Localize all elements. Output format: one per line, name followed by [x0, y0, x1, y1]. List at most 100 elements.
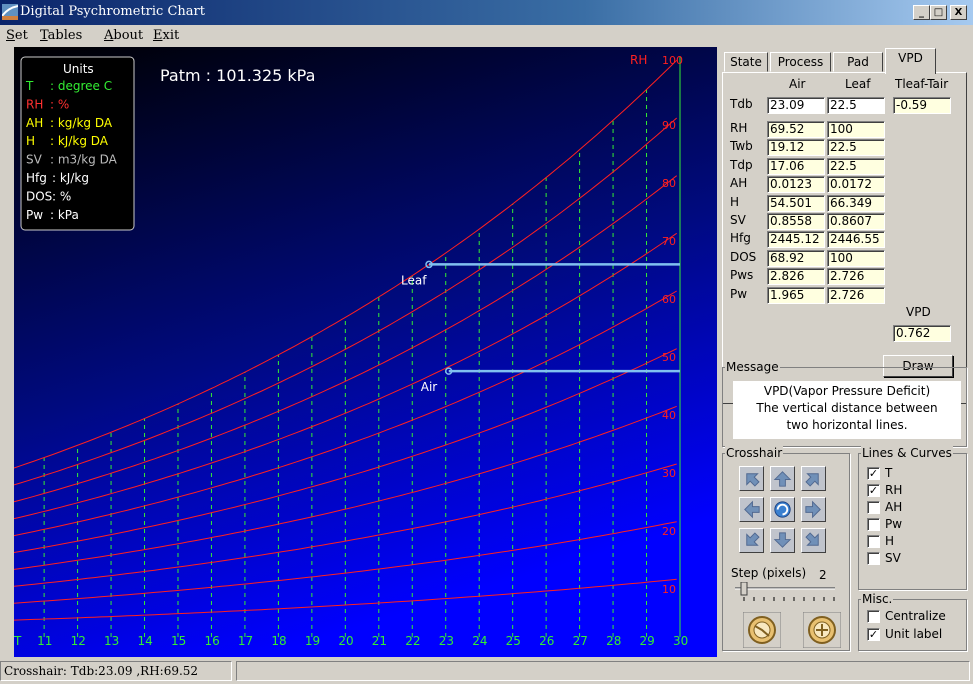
rh-curve-label: 50 [662, 351, 676, 364]
step-slider[interactable] [733, 582, 843, 604]
crosshair-title: Crosshair [725, 446, 784, 460]
zoom-crosshair-button[interactable] [803, 612, 841, 648]
crosshair-up-button[interactable] [770, 466, 795, 491]
lines-curves-group: Lines & Curves ✓ T ✓ RH AH Pw H SV [858, 446, 967, 590]
row-leaf-value: 2.726 [827, 268, 885, 286]
crosshair-right-button[interactable] [801, 497, 826, 522]
row-air-value: 68.92 [767, 249, 825, 267]
x-tick-label: 26 [539, 634, 554, 648]
tab-pad[interactable]: Pad [833, 52, 883, 72]
checkbox-sv[interactable] [867, 552, 880, 565]
unit-key: RH [26, 97, 43, 111]
checkbox-h[interactable] [867, 535, 880, 548]
misc-group: Misc. Centralize ✓ Unit label [858, 592, 967, 651]
rh-curve [14, 348, 677, 553]
tdb-leaf-input[interactable]: 22.5 [827, 97, 885, 114]
row-air-value: 0.0123 [767, 176, 825, 194]
row-leaf-value: 22.5 [827, 139, 885, 157]
tab-state[interactable]: State [724, 52, 768, 72]
checkbox-ah[interactable] [867, 501, 880, 514]
center-crosshair-button[interactable] [743, 612, 781, 648]
crosshair-up-right-button[interactable] [801, 466, 826, 491]
col-diff-header: Tleaf-Tair [895, 77, 949, 91]
arrow-up-icon [773, 471, 792, 487]
unit-text: : kJ/kg [52, 171, 89, 185]
row-leaf-value: 66.349 [827, 194, 885, 212]
rh-curve-label: 40 [662, 409, 676, 422]
crosshair-left-button[interactable] [739, 497, 764, 522]
row-air-value: 2.826 [767, 268, 825, 286]
row-air-value: 69.52 [767, 121, 825, 138]
minimize-button[interactable]: _ [913, 5, 930, 20]
crosshair-down-left-button[interactable] [739, 528, 764, 553]
unit-text: : kPa [50, 208, 79, 222]
checkbox-centralize[interactable] [867, 610, 880, 623]
unit-key: Hfg [26, 171, 47, 185]
x-tick-label: 22 [405, 634, 420, 648]
menu-tables[interactable]: Tables [40, 28, 83, 43]
checkbox-t[interactable]: ✓ [867, 467, 880, 480]
menu-set[interactable]: Set [6, 28, 28, 43]
rh-curve-label: 90 [662, 119, 676, 132]
row-leaf-value: 0.0172 [827, 176, 885, 194]
crosshair-up-left-button[interactable] [739, 466, 764, 491]
unit-key: AH [26, 116, 43, 130]
x-tick-label: 25 [506, 634, 521, 648]
crosshair-center-button[interactable] [770, 497, 795, 522]
rh-curve [14, 405, 677, 570]
units-legend-title: Units [63, 62, 94, 76]
status-crosshair: Crosshair: Tdb:23.09 ,RH:69.52 [0, 661, 232, 681]
menu-bar: Set Tables About Exit [0, 25, 973, 47]
tdb-air-input[interactable]: 23.09 [767, 97, 825, 114]
row-label: Pw [730, 286, 748, 301]
menu-about[interactable]: About [104, 28, 144, 43]
draw-button[interactable]: Draw [883, 355, 953, 377]
message-line: VPD(Vapor Pressure Deficit) [763, 384, 931, 398]
checkbox-pw[interactable] [867, 518, 880, 531]
checkbox-unit-label[interactable]: ✓ [867, 628, 880, 641]
row-leaf-value: 0.8607 [827, 213, 885, 230]
tdb-label: Tdb [730, 97, 753, 111]
row-label: SV [730, 213, 746, 227]
checkbox-label: H [885, 534, 895, 548]
rh-curve [14, 578, 677, 621]
x-tick-label: 13 [104, 634, 119, 648]
maximize-button[interactable]: □ [930, 5, 947, 20]
row-label: Pws [730, 268, 754, 283]
rh-curve [14, 59, 678, 469]
arrow-down-left-icon [746, 532, 760, 546]
state-label-air: Air [421, 380, 438, 394]
x-tick-label: 19 [305, 634, 320, 648]
message-box: VPD(Vapor Pressure Deficit) The vertical… [733, 381, 961, 439]
menu-exit[interactable]: Exit [153, 28, 180, 43]
app-icon [2, 4, 18, 20]
state-point-air[interactable] [444, 367, 453, 375]
window-title: Digital Psychrometric Chart [20, 4, 205, 19]
state-point-leaf[interactable] [425, 260, 433, 269]
patm-title: Patm : 101.325 kPa [160, 66, 315, 85]
step-value: 2 [819, 568, 827, 582]
tab-process[interactable]: Process [770, 52, 831, 72]
close-button[interactable]: X [950, 5, 967, 20]
menu-about-label: bout [113, 28, 144, 43]
unit-text: : % [50, 97, 69, 111]
rh-curve [14, 463, 677, 587]
slider-thumb[interactable] [740, 582, 748, 596]
tab-vpd[interactable]: VPD [885, 48, 936, 74]
x-tick-label: 23 [439, 634, 454, 648]
row-label: DOS [730, 249, 757, 264]
row-label: Hfg [730, 231, 751, 246]
x-tick-label: 28 [606, 634, 621, 648]
unit-key: H [26, 134, 35, 148]
arrow-left-icon [744, 500, 760, 519]
checkbox-rh[interactable]: ✓ [867, 484, 880, 497]
arrow-up-left-icon [746, 473, 760, 487]
message-line: two horizontal lines. [786, 418, 908, 432]
rh-curve-label: 30 [662, 467, 676, 480]
vpd-label: VPD [906, 305, 931, 319]
checkbox-label: Pw [885, 517, 903, 531]
psychrometric-chart[interactable]: 10 20 30 40 50 60 70 80 90 100 11 12 13 14 15 16 17 18 19… [14, 47, 717, 657]
crosshair-down-right-button[interactable] [801, 528, 826, 553]
unit-text: : degree C [50, 79, 112, 93]
crosshair-down-button[interactable] [770, 528, 795, 553]
